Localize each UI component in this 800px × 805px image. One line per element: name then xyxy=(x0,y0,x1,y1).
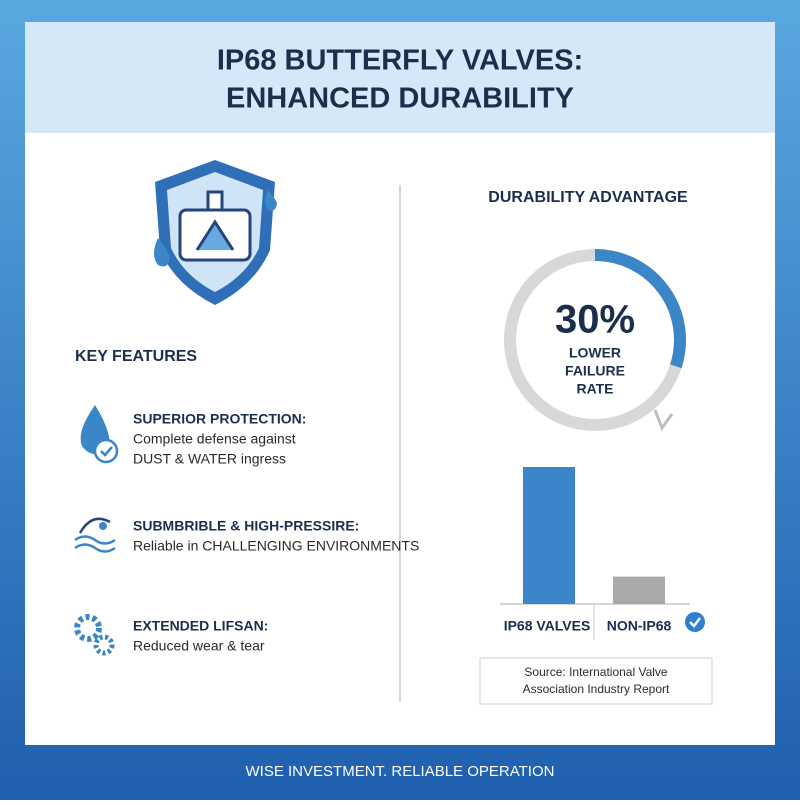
bar xyxy=(613,576,665,604)
feature-text: DUST & WATER ingress xyxy=(133,451,286,467)
source-box xyxy=(479,657,713,705)
feature-text: Reliable in CHALLENGING ENVIRONMENTS xyxy=(133,538,419,554)
feature-icon xyxy=(74,517,116,553)
x-tick-label: IP68 VALVES xyxy=(504,618,591,634)
check-mark xyxy=(689,617,701,628)
x-tick-label: NON-IP68 xyxy=(607,618,672,634)
feature-icon xyxy=(80,405,119,464)
highlight-caption: FAILURE xyxy=(565,363,625,379)
footer: WISE INVESTMENT. RELIABLE OPERATION xyxy=(246,763,555,780)
feature-title: EXTENDED LIFSAN: xyxy=(133,618,268,634)
feature-title: SUPERIOR PROTECTION: xyxy=(133,411,306,427)
highlight-value: 30% xyxy=(555,298,635,342)
highlight-caption: RATE xyxy=(576,381,613,397)
feature-icon xyxy=(74,614,115,656)
bar xyxy=(523,467,575,604)
source-text: Source: International Valve xyxy=(524,665,668,679)
title-line: ENHANCED DURABILITY xyxy=(226,83,574,115)
arrow xyxy=(653,409,674,432)
feature-title: SUBMBRIBLE & HIGH-PRESSIRE: xyxy=(133,518,359,534)
header-band xyxy=(25,22,775,133)
highlight-caption: LOWER xyxy=(569,345,621,361)
features-heading: KEY FEATURES xyxy=(75,348,197,365)
feature-text: Reduced wear & tear xyxy=(133,638,265,654)
check-badge xyxy=(685,612,705,632)
donut-arc xyxy=(594,249,686,369)
shield-icon xyxy=(154,160,277,305)
source-text: Association Industry Report xyxy=(523,682,670,696)
title-line: IP68 BUTTERFLY VALVES: xyxy=(217,45,583,77)
chart-title: DURABILITY ADVANTAGE xyxy=(488,189,688,206)
feature-text: Complete defense against xyxy=(133,431,296,447)
